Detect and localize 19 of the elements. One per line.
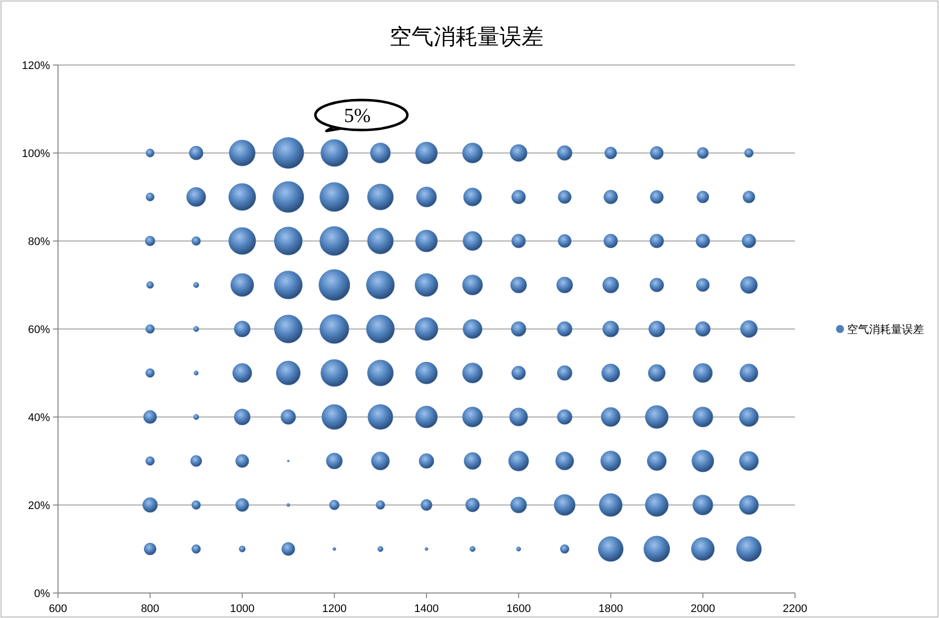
x-tick-label: 1400 bbox=[414, 603, 439, 615]
y-tick-label: 40% bbox=[28, 412, 50, 424]
y-tick-label: 60% bbox=[28, 324, 50, 336]
legend-label: 空气消耗量误差 bbox=[847, 323, 924, 336]
y-tick-label: 0% bbox=[34, 588, 50, 600]
chart-title: 空气消耗量误差 bbox=[390, 24, 544, 49]
x-tick-label: 2200 bbox=[782, 603, 808, 615]
y-tick-label: 120% bbox=[22, 60, 50, 72]
x-tick-label: 800 bbox=[140, 603, 160, 615]
x-tick-label: 1600 bbox=[506, 603, 531, 615]
x-tick-label: 1200 bbox=[322, 603, 347, 615]
y-tick-label: 100% bbox=[22, 148, 50, 160]
y-tick-label: 20% bbox=[28, 500, 50, 512]
x-tick-label: 600 bbox=[48, 603, 68, 615]
y-tick-label: 80% bbox=[28, 236, 50, 248]
x-tick-label: 2000 bbox=[690, 603, 716, 615]
x-tick-label: 1000 bbox=[230, 603, 254, 615]
annotation: 5% bbox=[344, 105, 371, 127]
x-tick-label: 1800 bbox=[598, 603, 623, 615]
